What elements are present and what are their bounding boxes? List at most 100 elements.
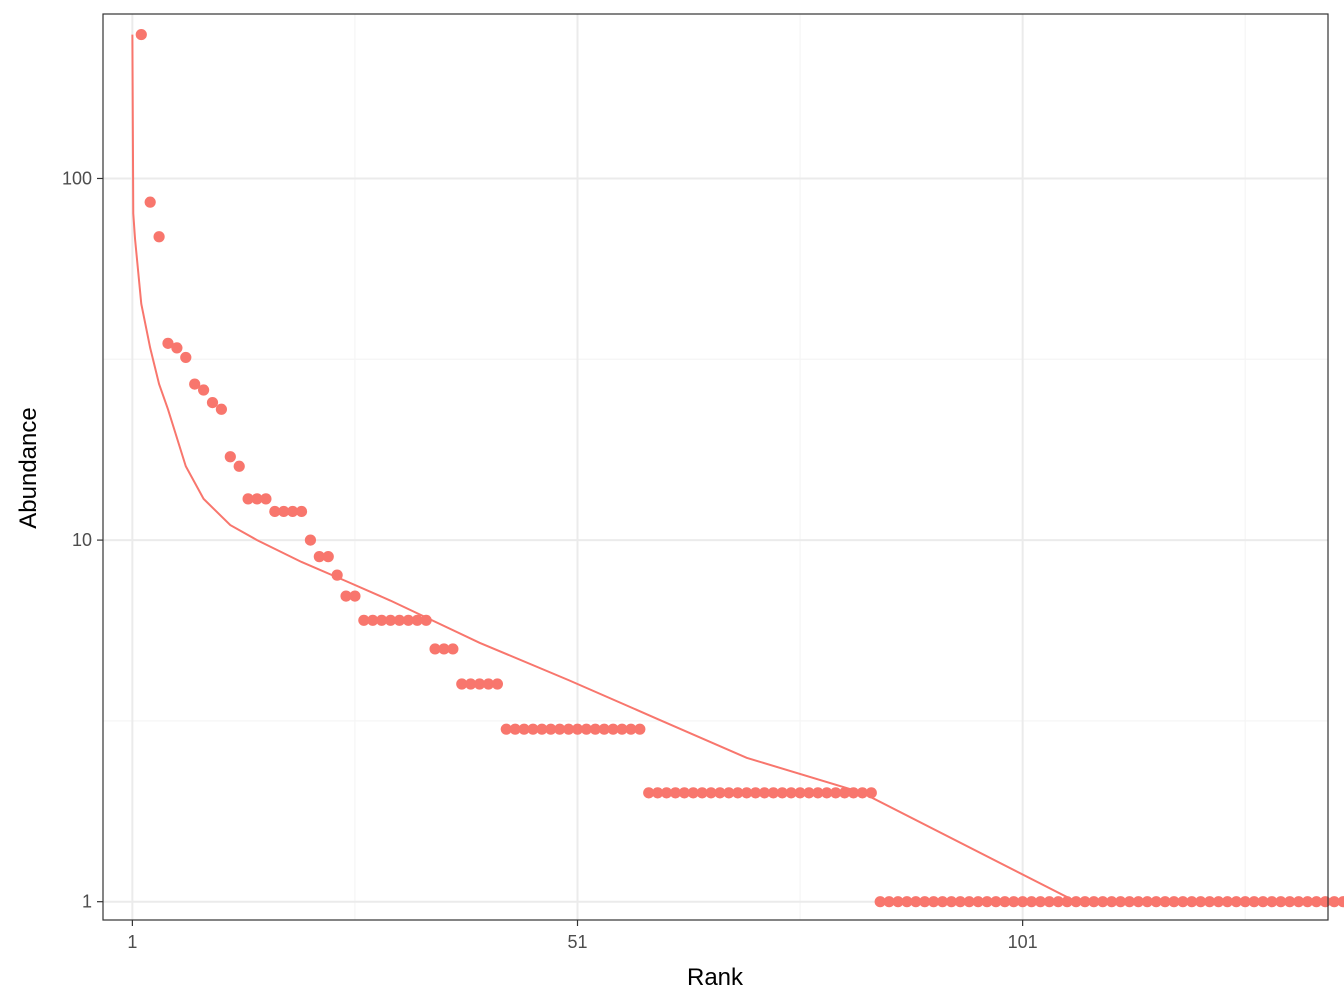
data-point (928, 896, 940, 908)
data-point (1114, 896, 1127, 908)
data-point (331, 569, 343, 581)
data-point (1079, 896, 1091, 908)
data-point (607, 723, 619, 735)
y-axis-ticks: 1 10 100 (62, 168, 103, 912)
data-point (1123, 896, 1136, 908)
data-point (847, 787, 860, 799)
data-point (732, 787, 744, 799)
data-point (180, 351, 192, 364)
data-point (367, 614, 379, 626)
data-point (1097, 896, 1109, 908)
data-point (1266, 896, 1278, 908)
data-point (287, 505, 299, 518)
data-point (785, 787, 797, 799)
data-point (1310, 896, 1323, 908)
data-point (340, 590, 352, 602)
data-point (473, 678, 486, 690)
data-point (981, 896, 993, 908)
data-point (153, 231, 165, 243)
data-point (616, 723, 628, 735)
data-point (794, 787, 806, 799)
data-point (411, 614, 423, 626)
data-point (1150, 896, 1162, 908)
data-point (358, 614, 370, 626)
data-point (518, 723, 530, 735)
data-point (1141, 896, 1153, 908)
data-point (269, 505, 281, 518)
data-point (384, 614, 397, 626)
data-point (803, 787, 815, 799)
data-point (198, 384, 210, 396)
data-point (714, 787, 726, 799)
data-point (1132, 896, 1144, 908)
data-point (901, 896, 913, 908)
y-tick-label: 10 (72, 530, 92, 550)
data-point (420, 614, 432, 626)
data-point (536, 723, 548, 735)
data-point (990, 896, 1002, 908)
x-axis-ticks: 1 51 101 (127, 920, 1038, 952)
data-point (687, 787, 699, 799)
data-point (919, 896, 931, 908)
fitted-line (131, 34, 1077, 903)
data-point (260, 493, 272, 505)
data-point (402, 614, 414, 626)
data-point (643, 787, 655, 799)
data-point (1034, 896, 1047, 908)
data-point (749, 787, 762, 799)
data-point (776, 787, 788, 799)
data-point (304, 534, 317, 546)
data-point (393, 614, 406, 626)
data-point (1257, 896, 1269, 908)
data-point (883, 896, 895, 908)
data-point (349, 590, 361, 602)
data-point (482, 678, 495, 690)
data-point (527, 723, 539, 735)
data-point (652, 787, 664, 799)
fitted-line-layer (131, 34, 1077, 903)
data-point (598, 723, 610, 735)
data-point (171, 342, 183, 354)
data-point (206, 397, 219, 409)
data-point (144, 196, 156, 208)
data-point (1328, 896, 1340, 908)
data-point (189, 378, 201, 390)
data-point (1186, 896, 1198, 908)
data-point (625, 723, 637, 735)
minor-gridlines (103, 14, 1328, 920)
data-point (1043, 896, 1055, 908)
data-point (233, 460, 245, 472)
data-point (634, 723, 646, 735)
data-point (1025, 896, 1038, 908)
data-point (723, 787, 735, 799)
data-point (438, 643, 450, 655)
data-point (838, 787, 851, 799)
panel-background (103, 14, 1328, 920)
data-point (135, 28, 147, 41)
data-point (696, 787, 708, 799)
x-tick-label: 1 (127, 932, 137, 952)
data-point (830, 787, 842, 799)
data-point (660, 787, 673, 799)
data-point (856, 787, 868, 799)
data-point (999, 896, 1011, 908)
data-point (1159, 896, 1171, 908)
data-point (322, 551, 334, 563)
data-point (812, 787, 824, 799)
data-point (1284, 896, 1296, 908)
data-point (910, 896, 922, 908)
data-point (945, 896, 958, 908)
data-point (1239, 896, 1251, 908)
data-point (278, 505, 290, 518)
data-point (224, 451, 236, 463)
data-point (678, 787, 690, 799)
data-point (545, 723, 557, 735)
data-point (554, 723, 566, 735)
data-point (1212, 896, 1225, 908)
data-point (1337, 896, 1344, 908)
data-point (580, 723, 593, 735)
data-point (589, 723, 601, 735)
data-point (874, 896, 886, 908)
data-point (1275, 896, 1287, 908)
